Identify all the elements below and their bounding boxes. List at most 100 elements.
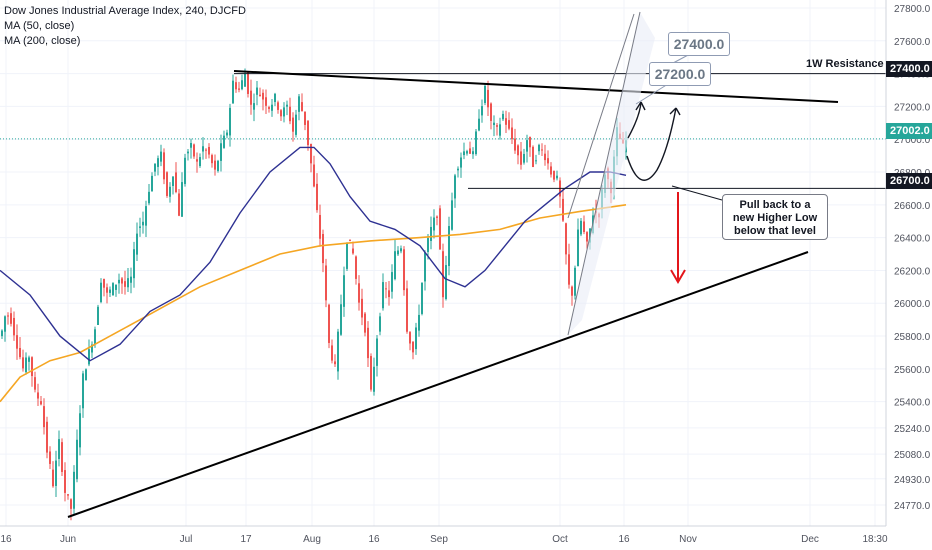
- target-connector-2: [635, 83, 669, 105]
- current-price-tag: 27002.0: [886, 123, 932, 139]
- candle-body: [355, 256, 357, 279]
- candle-body: [298, 96, 300, 112]
- candle-body: [187, 151, 189, 154]
- resistance-price-tag: 27400.0: [886, 61, 932, 77]
- candle-body: [85, 369, 87, 381]
- candle-body: [286, 104, 288, 107]
- candle-body: [115, 284, 117, 290]
- target-27400-box[interactable]: 27400.0: [668, 32, 730, 56]
- candle-body: [28, 357, 30, 362]
- candle-body: [22, 357, 24, 369]
- candle-body: [358, 283, 360, 303]
- price-tick-label: 25240.0: [894, 424, 931, 435]
- candle-body: [49, 451, 51, 464]
- candle-body: [499, 124, 501, 136]
- candle-body: [448, 226, 450, 266]
- candle-body: [19, 347, 21, 358]
- candle-body: [172, 176, 174, 186]
- candle-body: [70, 499, 72, 509]
- candle-body: [220, 143, 222, 161]
- time-tick-label: Dec: [801, 534, 819, 545]
- candle-body: [250, 90, 252, 105]
- candle-body: [34, 377, 36, 390]
- price-axis: 27800.027600.027400.027200.027000.026800…: [885, 0, 931, 526]
- price-tick-label: 27200.0: [894, 102, 931, 113]
- candle-body: [10, 313, 12, 324]
- candle-body: [325, 265, 327, 301]
- time-tick-label: 16: [618, 534, 630, 545]
- price-tick-label: 26000.0: [894, 299, 931, 310]
- candle-body: [124, 281, 126, 287]
- candle-body: [352, 248, 354, 254]
- candle-body: [256, 87, 258, 95]
- candle-body: [160, 151, 162, 162]
- candle-body: [421, 282, 423, 314]
- pullback-arrowhead: [670, 269, 686, 284]
- candle-body: [97, 306, 99, 325]
- candle-body: [247, 72, 249, 94]
- legend-ma200: MA (200, close): [4, 35, 81, 47]
- candle-body: [226, 132, 228, 136]
- candle-body: [130, 276, 132, 283]
- callout-pointer: [671, 185, 723, 201]
- candle-body: [148, 191, 150, 204]
- projection-arrow-2: [626, 107, 677, 181]
- candle-body: [361, 298, 363, 318]
- candle-body: [451, 200, 453, 230]
- candle-body: [337, 331, 339, 372]
- price-tick-label: 27600.0: [894, 37, 931, 48]
- candle-body: [307, 120, 309, 146]
- candle-body: [244, 73, 246, 87]
- candle-body: [79, 413, 81, 448]
- candle-body: [376, 338, 378, 366]
- time-tick-label: Oct: [552, 534, 568, 545]
- candle-body: [520, 151, 522, 165]
- candle-body: [550, 166, 552, 175]
- ma50-path: [0, 146, 627, 362]
- candle-body: [412, 341, 414, 353]
- candle-body: [280, 110, 282, 117]
- candle-body: [514, 138, 516, 151]
- candle-body: [457, 168, 459, 171]
- candle-body: [271, 104, 273, 111]
- channel-fill: [568, 12, 655, 335]
- candle-body: [535, 160, 537, 162]
- candle-body: [112, 283, 114, 296]
- candle-body: [541, 149, 543, 151]
- candle-body: [262, 92, 264, 100]
- price-tick-label: 26400.0: [894, 234, 931, 245]
- target-27200-box[interactable]: 27200.0: [649, 62, 711, 86]
- candle-body: [349, 239, 351, 241]
- candle-body: [331, 345, 333, 361]
- price-tick-label: 26200.0: [894, 266, 931, 277]
- candle-body: [109, 289, 111, 293]
- candle-body: [544, 153, 546, 161]
- pullback-callout[interactable]: Pull back to a new Higher Low below that…: [722, 194, 828, 240]
- candle-body: [304, 111, 306, 125]
- candle-body: [241, 80, 243, 90]
- candle-body: [133, 249, 135, 279]
- candle-body: [211, 155, 213, 164]
- candle-body: [88, 349, 90, 365]
- price-tick-label: 26600.0: [894, 201, 931, 212]
- price-tick-label: 24770.0: [894, 501, 931, 512]
- grid-lines: [0, 0, 886, 526]
- candle-body: [373, 366, 375, 392]
- candle-body: [166, 172, 168, 196]
- arrowhead-1: [635, 101, 646, 111]
- candle-body: [136, 233, 138, 255]
- candle-body: [121, 278, 123, 284]
- candle-body: [562, 198, 564, 221]
- candle-body: [346, 242, 348, 269]
- candle-body: [511, 127, 513, 140]
- candle-body: [73, 471, 75, 509]
- candle-body: [526, 140, 528, 152]
- candle-body: [577, 229, 579, 267]
- candle-body: [571, 286, 573, 296]
- candle-body: [397, 250, 399, 255]
- candle-body: [118, 279, 120, 284]
- time-tick-label: Nov: [679, 534, 697, 545]
- price-tick-label: 27800.0: [894, 4, 931, 15]
- candle-body: [235, 82, 237, 90]
